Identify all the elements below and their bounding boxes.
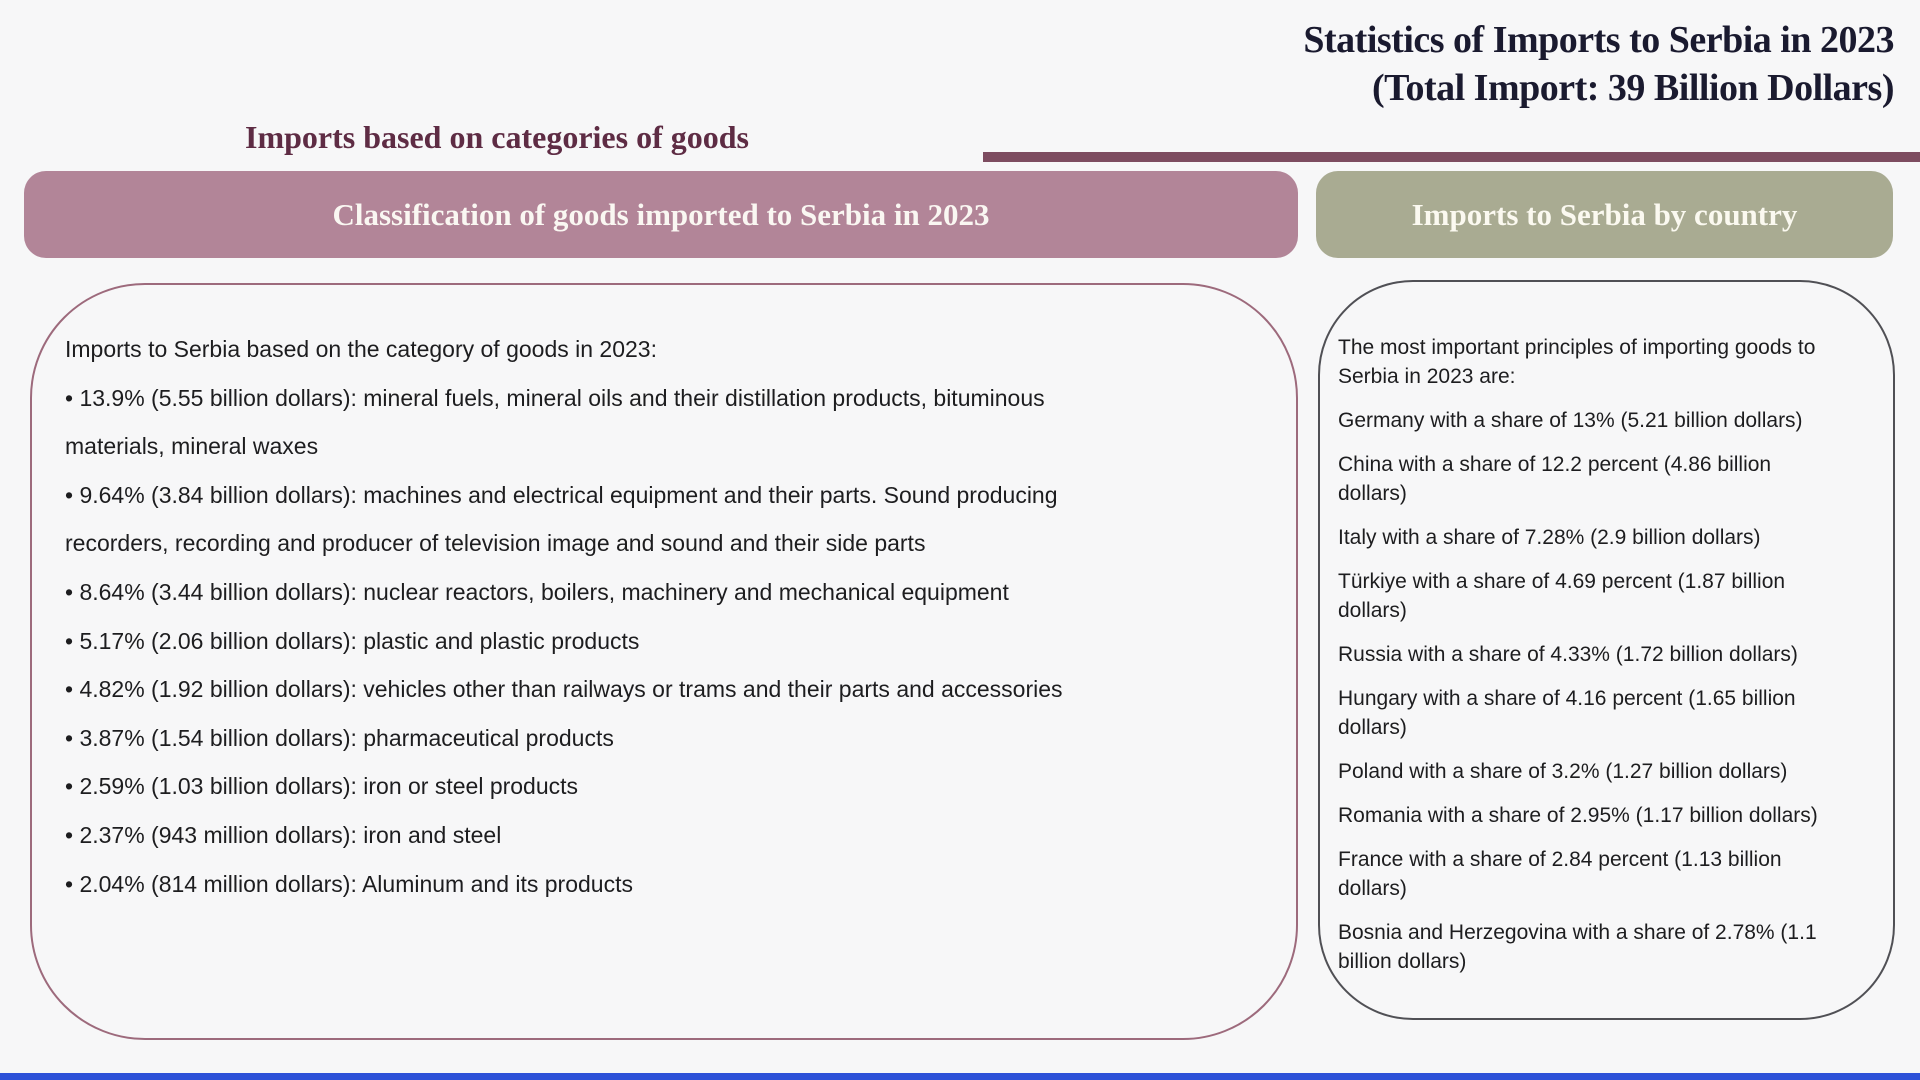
country-item: Romania with a share of 2.95% (1.17 bill…	[1338, 804, 1818, 827]
category-item: • 9.64% (3.84 billion dollars): machines…	[65, 481, 1058, 557]
section-heading: Imports based on categories of goods	[245, 119, 749, 155]
category-item: • 4.82% (1.92 billion dollars): vehicles…	[65, 676, 1063, 703]
countries-panel: The most important principles of importi…	[1318, 280, 1895, 1020]
page-title: Statistics of Imports to Serbia in 2023 …	[1303, 16, 1894, 112]
page-title-line2: (Total Import: 39 Billion Dollars)	[1371, 67, 1895, 109]
category-item: • 2.59% (1.03 billion dollars): iron or …	[65, 773, 579, 800]
country-item: Poland with a share of 3.2% (1.27 billio…	[1338, 760, 1788, 783]
left-panel-header-bar: Classification of goods imported to Serb…	[24, 171, 1298, 258]
categories-intro: Imports to Serbia based on the category …	[65, 336, 657, 362]
country-item: France with a share of 2.84 percent (1.1…	[1338, 848, 1782, 900]
bottom-accent-bar	[0, 1073, 1920, 1080]
category-item: • 3.87% (1.54 billion dollars): pharmace…	[65, 724, 614, 751]
country-item: Bosnia and Herzegovina with a share of 2…	[1338, 921, 1817, 973]
country-item: Hungary with a share of 4.16 percent (1.…	[1338, 687, 1796, 739]
country-item: Türkiye with a share of 4.69 percent (1.…	[1338, 570, 1786, 622]
category-item: • 13.9% (5.55 billion dollars): mineral …	[65, 384, 1045, 460]
countries-intro: The most important principles of importi…	[1338, 336, 1816, 388]
country-item: Italy with a share of 7.28% (2.9 billion…	[1338, 526, 1761, 549]
categories-panel: Imports to Serbia based on the category …	[30, 283, 1298, 1040]
country-item: Germany with a share of 13% (5.21 billio…	[1338, 409, 1803, 432]
category-item: • 8.64% (3.44 billion dollars): nuclear …	[65, 578, 1009, 605]
country-item: Russia with a share of 4.33% (1.72 billi…	[1338, 643, 1798, 666]
category-item: • 2.04% (814 million dollars): Aluminum …	[65, 870, 633, 897]
category-item: • 5.17% (2.06 billion dollars): plastic …	[65, 627, 640, 654]
title-divider-line	[983, 152, 1920, 162]
right-panel-header-label: Imports to Serbia by country	[1411, 196, 1798, 232]
page-title-line1: Statistics of Imports to Serbia in 2023	[1303, 19, 1894, 61]
left-panel-header-label: Classification of goods imported to Serb…	[332, 196, 990, 232]
category-item: • 2.37% (943 million dollars): iron and …	[65, 821, 502, 848]
right-panel-header-bar: Imports to Serbia by country	[1316, 171, 1893, 258]
country-item: China with a share of 12.2 percent (4.86…	[1338, 453, 1772, 505]
